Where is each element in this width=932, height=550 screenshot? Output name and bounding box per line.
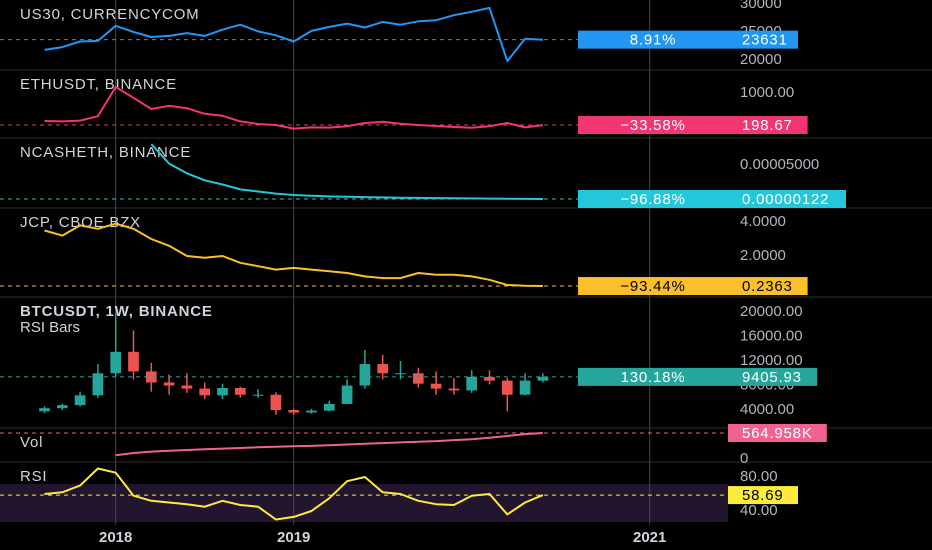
last-value-label: 564.958K	[742, 425, 813, 442]
last-value-label: 0.2363	[742, 278, 793, 295]
candle-body	[501, 380, 513, 395]
candle-body	[359, 364, 371, 386]
change-box	[578, 367, 728, 386]
pane-title: US30, CURRENCYCOM	[20, 6, 199, 23]
series-line	[44, 86, 544, 130]
y-tick-label: 20000	[740, 51, 782, 68]
value-box	[728, 30, 798, 49]
candle-body	[110, 351, 122, 374]
candle-body	[341, 385, 353, 404]
series-line	[44, 6, 543, 63]
candle-body	[466, 376, 478, 391]
value-box	[728, 189, 846, 208]
series-line	[44, 222, 543, 287]
y-tick-label: 16000.00	[740, 327, 803, 344]
y-tick-label: 20000.00	[740, 303, 803, 320]
y-tick-label: 4.0000	[740, 213, 786, 230]
pane-title: BTCUSDT, 1W, BINANCE	[20, 303, 213, 320]
change-label: −93.44%	[620, 278, 685, 295]
value-box	[728, 423, 827, 442]
change-label: 8.91%	[630, 32, 677, 49]
pane-title: NCASHETH, BINANCE	[20, 144, 191, 161]
last-value-label: 0.00000122	[742, 191, 829, 208]
candle-body	[199, 388, 211, 396]
pane-title: RSI	[20, 468, 47, 485]
series-line	[115, 432, 543, 457]
y-tick-label: 30000	[740, 0, 782, 12]
change-label: 130.18%	[621, 369, 686, 386]
value-box	[728, 116, 808, 135]
candle-body	[39, 408, 50, 412]
candle-body	[537, 376, 549, 381]
x-tick-label: 2019	[277, 529, 310, 546]
change-label: −33.58%	[620, 117, 685, 134]
candle-body	[395, 373, 406, 375]
candle-body	[252, 394, 264, 396]
y-tick-label: 0	[740, 450, 748, 467]
candle-body	[128, 351, 139, 372]
candle-body	[145, 371, 157, 383]
candle-body	[92, 373, 104, 396]
pane-title: JCP, CBOE BZX	[20, 214, 141, 231]
pane-title: Vol	[20, 434, 43, 451]
candle-body	[56, 405, 68, 409]
candle-body	[323, 403, 335, 411]
candle-body	[519, 380, 531, 395]
candle-body	[163, 382, 175, 386]
y-tick-label: 2.0000	[740, 247, 786, 264]
last-value-label: 23631	[742, 32, 788, 49]
candle-body	[448, 388, 460, 391]
value-box	[728, 277, 808, 296]
candle-body	[377, 364, 389, 374]
change-box	[578, 277, 728, 296]
candle-body	[234, 387, 246, 395]
x-tick-label: 2018	[99, 529, 132, 546]
change-label: −96.88%	[620, 191, 685, 208]
candle-body	[74, 395, 86, 406]
series-line	[150, 143, 543, 200]
change-box	[578, 189, 728, 208]
x-tick-label: 2021	[633, 529, 666, 546]
series-line	[44, 467, 544, 521]
candle-body	[484, 376, 495, 381]
change-box	[578, 30, 728, 49]
y-tick-label: 0.00005000	[740, 156, 819, 173]
y-tick-label: 12000.00	[740, 352, 803, 369]
pane-subtitle: RSI Bars	[20, 319, 80, 336]
candle-body	[412, 373, 424, 384]
candle-body	[217, 387, 228, 396]
y-tick-label: 1000.00	[740, 84, 794, 101]
pane-title: ETHUSDT, BINANCE	[20, 76, 177, 93]
y-tick-label: 80.00	[740, 468, 778, 485]
candle-body	[288, 410, 300, 413]
y-tick-label: 40.00	[740, 502, 778, 519]
rsi-band	[0, 484, 728, 522]
last-value-label: 58.69	[742, 487, 784, 504]
value-box	[728, 367, 818, 386]
candle-body	[270, 394, 282, 411]
candle-body	[306, 410, 317, 413]
value-box	[728, 486, 798, 505]
change-box	[578, 116, 728, 135]
last-value-label: 198.67	[742, 117, 793, 134]
candle-body	[430, 383, 442, 389]
last-value-label: 9405.93	[742, 369, 802, 386]
candle-body	[181, 385, 193, 389]
y-tick-label: 4000.00	[740, 401, 794, 418]
